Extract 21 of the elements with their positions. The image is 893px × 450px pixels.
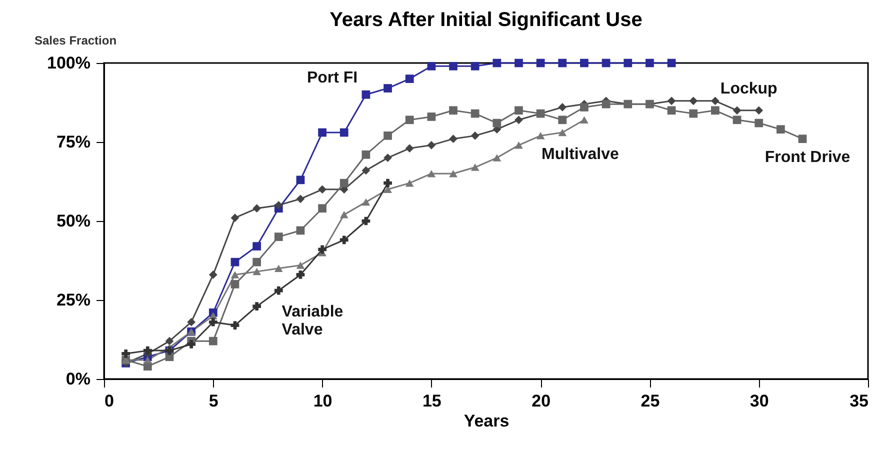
series-label: Front Drive	[764, 148, 850, 166]
y-tick-label: 0%	[66, 370, 90, 388]
series-label: Lockup	[720, 80, 778, 98]
x-tick-label: 25	[640, 392, 660, 410]
x-tick-label: 35	[850, 392, 868, 410]
x-tick-label: 20	[532, 392, 551, 410]
series-label: Port FI	[306, 70, 358, 87]
x-tick-label: 5	[208, 392, 218, 410]
series-label: Multivalve	[542, 146, 620, 163]
x-tick-label: 15	[422, 392, 442, 410]
x-axis-title: Years	[464, 412, 510, 430]
y-tick-label: 100%	[47, 54, 90, 72]
series-label: Variable Valve	[282, 303, 344, 338]
x-tick-label: 30	[750, 392, 769, 410]
y-tick-label: 25%	[56, 290, 90, 310]
x-tick-label: 0	[104, 392, 114, 410]
y-tick-label: 50%	[56, 212, 90, 230]
chart-title: Years After Initial Significant Use	[330, 9, 642, 31]
y-tick-label: 75%	[56, 132, 90, 152]
x-tick-label: 10	[313, 392, 332, 410]
y-axis-title: Sales Fraction	[34, 34, 117, 48]
